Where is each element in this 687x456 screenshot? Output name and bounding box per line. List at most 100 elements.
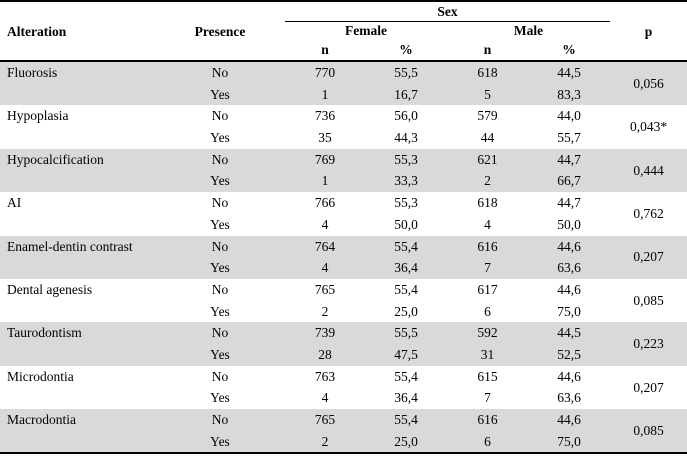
- female-n-cell: 765: [314, 281, 336, 297]
- header-row-measures: n % n %: [0, 40, 687, 62]
- table-row: AI No 766 55,3 618 44,7 0,762: [0, 192, 687, 221]
- table-row: Yes 1 33,3 2 66,7: [0, 170, 687, 193]
- male-n-cell: 7: [484, 390, 491, 406]
- female-n-cell: 739: [314, 325, 336, 341]
- male-n-cell: 616: [477, 412, 498, 428]
- male-pct-cell: 55,7: [557, 130, 581, 146]
- table-row: Fluorosis No 770 55,5 618 44,5 0,056: [0, 61, 687, 91]
- female-pct-cell: 25,0: [394, 303, 418, 319]
- alteration-cell: Hypoplasia: [7, 108, 69, 124]
- alteration-cell: Microdontia: [7, 368, 74, 384]
- male-n-cell: 617: [477, 281, 498, 297]
- male-n-cell: 31: [480, 346, 495, 362]
- female-pct-cell: 16,7: [394, 86, 418, 102]
- female-pct-cell: 33,3: [394, 173, 418, 189]
- female-pct-cell: 36,4: [394, 260, 418, 276]
- male-n-cell: 579: [477, 108, 498, 124]
- male-pct-cell: 44,7: [557, 195, 581, 211]
- col-header-female-n: n: [285, 40, 365, 62]
- alteration-cell: Enamel-dentin contrast: [7, 238, 133, 254]
- male-n-cell: 618: [477, 195, 498, 211]
- presence-cell: Yes: [210, 433, 230, 449]
- table-row: Taurodontism No 739 55,5 592 44,5 0,223: [0, 322, 687, 351]
- female-n-cell: 766: [314, 195, 336, 211]
- female-n-cell: 4: [321, 216, 329, 232]
- col-header-male-pct: %: [528, 40, 610, 62]
- male-pct-cell: 66,7: [557, 173, 581, 189]
- male-pct-cell: 75,0: [557, 433, 581, 449]
- alteration-cell: Hypocalcification: [7, 151, 104, 167]
- female-pct-cell: 55,5: [394, 325, 418, 341]
- female-pct-cell: 55,4: [394, 238, 418, 254]
- female-pct-cell: 44,3: [394, 130, 418, 146]
- presence-cell: Yes: [210, 390, 230, 406]
- female-n-cell: 764: [314, 238, 336, 254]
- col-header-male-n: n: [447, 40, 528, 62]
- table-row: Microdontia No 763 55,4 615 44,6 0,207: [0, 366, 687, 395]
- table-row: Macrodontia No 765 55,4 616 44,6 0,085: [0, 409, 687, 438]
- presence-cell: Yes: [210, 173, 230, 189]
- male-n-cell: 2: [484, 173, 491, 189]
- header-row-gender: Female Male: [0, 22, 687, 41]
- male-n-cell: 5: [484, 86, 491, 102]
- table-header: Alteration Presence Sex p Female Male n …: [0, 1, 687, 62]
- alteration-cell: Dental agenesis: [7, 281, 93, 297]
- table-row: Yes 2 25,0 6 75,0: [0, 430, 687, 454]
- male-pct-cell: 63,6: [557, 260, 581, 276]
- male-n-cell: 621: [477, 151, 498, 167]
- female-pct-cell: 36,4: [394, 390, 418, 406]
- p-value-cell: 0,207: [633, 379, 664, 395]
- presence-cell: No: [211, 151, 229, 167]
- female-n-cell: 763: [314, 368, 336, 384]
- table-row: Yes 1 16,7 5 83,3: [0, 83, 687, 106]
- table-row: Yes 35 44,3 44 55,7: [0, 127, 687, 149]
- male-pct-cell: 52,5: [557, 346, 581, 362]
- female-n-cell: 736: [314, 108, 336, 124]
- presence-cell: No: [211, 412, 229, 428]
- p-value-cell: 0,043*: [629, 119, 668, 135]
- p-value-cell: 0,207: [633, 249, 664, 265]
- male-n-cell: 6: [484, 433, 491, 449]
- female-pct-cell: 55,4: [394, 281, 418, 297]
- male-n-cell: 6: [484, 303, 491, 319]
- male-pct-cell: 44,6: [557, 281, 581, 297]
- male-n-cell: 592: [477, 325, 498, 341]
- table-body: Fluorosis No 770 55,5 618 44,5 0,056 Yes…: [0, 61, 687, 454]
- female-pct-cell: 25,0: [394, 433, 418, 449]
- p-value-cell: 0,444: [633, 162, 664, 178]
- male-n-cell: 44: [480, 130, 495, 146]
- presence-cell: Yes: [210, 260, 230, 276]
- alteration-cell: Taurodontism: [7, 325, 82, 341]
- table-row: Yes 4 50,0 4 50,0: [0, 214, 687, 236]
- female-n-cell: 2: [321, 433, 329, 449]
- presence-cell: No: [211, 325, 229, 341]
- presence-cell: Yes: [210, 346, 230, 362]
- male-pct-cell: 63,6: [557, 390, 581, 406]
- male-pct-cell: 83,3: [557, 86, 581, 102]
- female-n-cell: 769: [314, 151, 336, 167]
- table-row: Enamel-dentin contrast No 764 55,4 616 4…: [0, 235, 687, 264]
- male-n-cell: 7: [484, 260, 491, 276]
- col-header-p: p: [610, 1, 687, 62]
- female-n-cell: 765: [314, 412, 336, 428]
- col-header-presence: Presence: [155, 1, 285, 62]
- table-row: Yes 4 36,4 7 63,6: [0, 387, 687, 409]
- col-header-female-pct: %: [365, 40, 447, 62]
- col-header-alteration: Alteration: [0, 1, 155, 62]
- presence-cell: Yes: [210, 303, 230, 319]
- male-pct-cell: 50,0: [557, 216, 581, 232]
- female-pct-cell: 55,4: [394, 412, 418, 428]
- male-n-cell: 615: [477, 368, 498, 384]
- table-row: Yes 4 36,4 7 63,6: [0, 257, 687, 279]
- female-n-cell: 770: [314, 65, 336, 81]
- header-row-sex: Alteration Presence Sex p: [0, 1, 687, 62]
- presence-cell: No: [211, 368, 229, 384]
- presence-cell: No: [211, 281, 229, 297]
- col-header-male: Male: [513, 23, 544, 38]
- male-pct-cell: 44,0: [557, 108, 581, 124]
- female-pct-cell: 55,3: [394, 151, 418, 167]
- female-pct-cell: 55,5: [394, 65, 418, 81]
- alteration-cell: AI: [7, 195, 22, 211]
- male-pct-cell: 44,6: [557, 412, 581, 428]
